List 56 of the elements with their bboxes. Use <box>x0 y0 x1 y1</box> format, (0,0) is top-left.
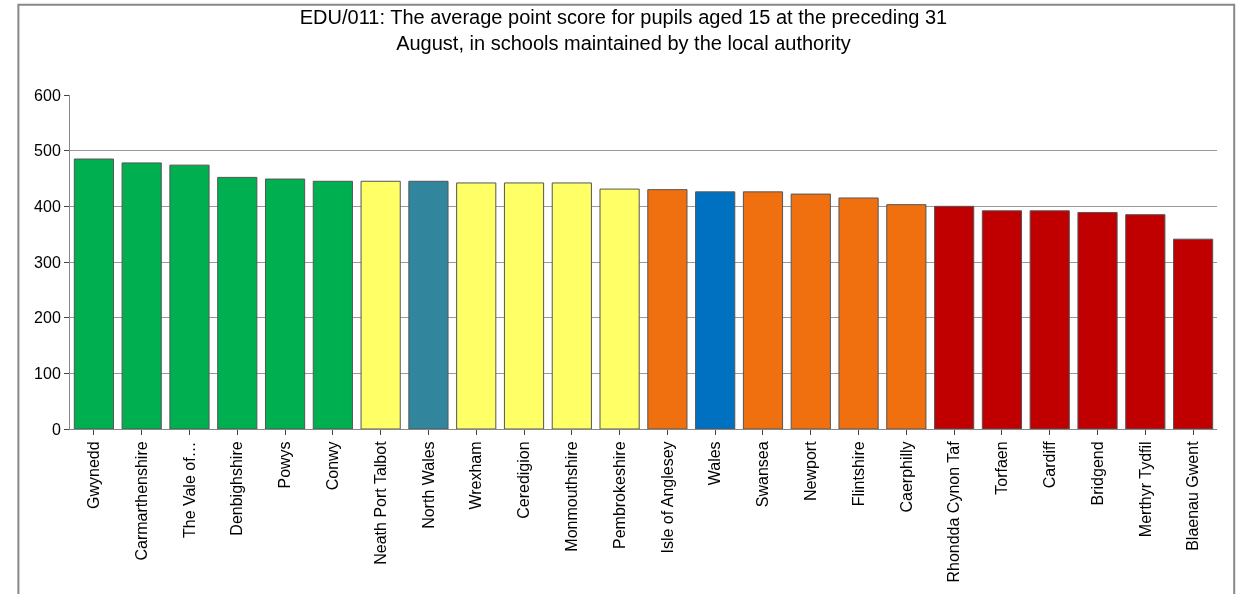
x-tick-label: Neath Port Talbot <box>371 440 389 565</box>
bar <box>169 164 210 429</box>
x-tick-label: Isle of Anglesey <box>658 441 676 554</box>
x-tick-label: Bridgend <box>1088 441 1106 506</box>
y-tick-label: 0 <box>51 420 61 438</box>
x-tick-label: Wrexham <box>467 441 485 510</box>
bar <box>742 191 784 429</box>
x-tick-label: Wales <box>706 441 724 486</box>
x-tick-label: Cardiff <box>1040 440 1058 489</box>
x-tick-label: Newport <box>801 440 819 501</box>
bar <box>121 162 162 429</box>
y-tick-label: 200 <box>34 309 61 327</box>
bar <box>408 180 449 429</box>
bar <box>1029 210 1070 429</box>
x-tick-label: Pembrokeshire <box>610 441 628 550</box>
bar <box>599 188 640 429</box>
x-tick-label: The Vale of… <box>180 441 198 539</box>
bar <box>934 205 975 429</box>
y-tick-label: 300 <box>34 253 61 271</box>
bar <box>695 191 736 429</box>
bar <box>981 210 1023 429</box>
x-tick-label: Monmouthshire <box>563 441 581 552</box>
y-tick-label: 600 <box>34 86 61 104</box>
x-tick-label: Denbighshire <box>228 441 246 536</box>
bar <box>217 176 258 429</box>
y-tick-label: 100 <box>34 364 61 382</box>
x-tick-label: Gwynedd <box>85 441 103 509</box>
x-tick-label: North Wales <box>419 441 437 529</box>
chart-title: EDU/011: The average point score for pupils aged 15 at the preceding 31 August, in schools maintained by the local authority <box>299 5 948 54</box>
x-tick-label: Flintshire <box>849 441 867 507</box>
bar <box>647 189 688 429</box>
x-tick-label: Powys <box>276 441 294 489</box>
x-tick-label: Ceredigion <box>515 441 533 519</box>
bar <box>551 182 592 429</box>
x-tick-label: Merthyr Tydfil <box>1136 441 1154 538</box>
bar <box>312 180 353 429</box>
x-tick-label: Torfaen <box>993 441 1011 495</box>
x-tick-label: Swansea <box>754 441 772 508</box>
bar <box>1125 214 1166 429</box>
x-tick-label: Caerphilly <box>897 441 915 513</box>
x-tick-label: Rhondda Cynon Taf <box>945 440 963 583</box>
bar <box>503 182 545 429</box>
bar <box>73 158 114 429</box>
bar <box>838 197 879 429</box>
x-tick-label: Blaenau Gwent <box>1184 440 1202 551</box>
bar <box>1173 238 1214 429</box>
bar <box>1077 211 1118 429</box>
bar <box>456 182 497 429</box>
bar <box>360 180 401 429</box>
bar <box>790 193 831 429</box>
y-tick-label: 400 <box>34 197 61 215</box>
x-tick-label: Conwy <box>324 441 342 491</box>
bar <box>886 204 927 429</box>
x-tick-label: Carmarthenshire <box>132 441 150 561</box>
y-tick-label: 500 <box>34 142 61 160</box>
bar <box>264 178 306 429</box>
